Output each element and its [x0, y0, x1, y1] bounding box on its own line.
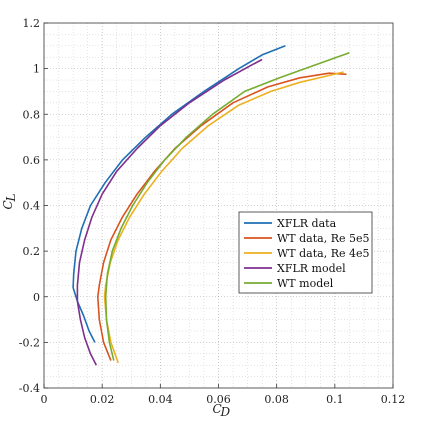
grid — [44, 23, 393, 388]
y-tick-label: 0 — [33, 291, 40, 304]
series-line — [97, 72, 347, 361]
legend-label: WT model — [277, 277, 334, 290]
y-tick-label: 0.4 — [23, 200, 41, 213]
series-line — [104, 51, 350, 361]
y-tick-label: 0.6 — [23, 154, 41, 167]
x-tick-label: 0.1 — [326, 393, 344, 406]
x-tick-label: 0.06 — [206, 393, 231, 406]
legend-label: XFLR data — [277, 217, 337, 230]
axis-ticks: 0 0.02 0.04 0.06 0.08 0.1 0.12 -0.4 -0.2 0 0.2 0.4 0… — [19, 17, 405, 406]
y-axis-label: C L — [1, 194, 18, 210]
x-axis-label-subscript: D — [220, 405, 231, 419]
y-tick-label: 0.2 — [23, 245, 41, 258]
legend-label: WT data, Re 5e5 — [277, 232, 370, 245]
y-axis-label-main: C — [1, 200, 15, 209]
y-tick-label: -0.4 — [19, 382, 40, 395]
y-axis-label-subscript: L — [4, 194, 18, 203]
x-tick-label: 0.04 — [148, 393, 173, 406]
y-tick-label: -0.2 — [19, 336, 40, 349]
y-tick-label: 1 — [33, 63, 40, 76]
series-lines — [72, 45, 350, 366]
y-tick-label: 0.8 — [23, 108, 41, 121]
x-tick-label: 0.08 — [264, 393, 289, 406]
series-line — [72, 45, 286, 343]
x-tick-label: 0.12 — [381, 393, 406, 406]
x-tick-label: 0.02 — [90, 393, 115, 406]
x-axis-label: C D — [213, 402, 231, 419]
x-tick-label: 0 — [41, 393, 48, 406]
x-axis-label-main: C — [213, 402, 222, 416]
legend-label: XFLR model — [277, 262, 346, 275]
series-line — [76, 58, 263, 366]
y-tick-label: 1.2 — [23, 17, 41, 30]
legend-label: WT data, Re 4e5 — [277, 247, 370, 260]
legend: XFLR data WT data, Re 5e5 WT data, Re 4e5 X… — [238, 211, 373, 294]
